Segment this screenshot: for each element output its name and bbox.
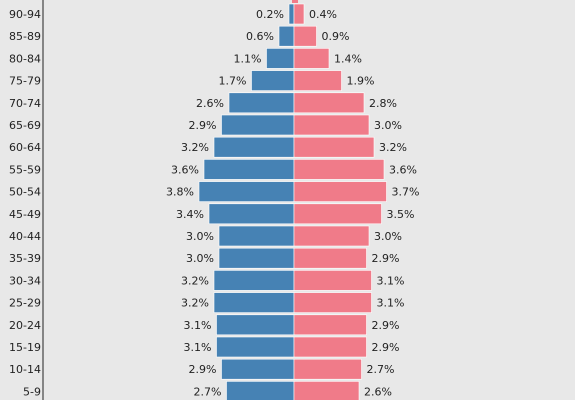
left-value-label-55-59: 3.6% — [171, 163, 199, 176]
left-bar-10-14 — [221, 358, 295, 380]
right-bar-65-69 — [293, 114, 370, 136]
left-value-label-90-94: 0.2% — [256, 8, 284, 21]
age-tick-label-25-29: 25-29 — [9, 297, 41, 310]
left-value-label-35-39: 3.0% — [186, 252, 214, 265]
age-tick-label-20-24: 20-24 — [9, 319, 41, 332]
left-bar-50-54 — [198, 181, 295, 202]
age-tick-label-70-74: 70-74 — [9, 97, 41, 110]
right-value-label-35-39: 2.9% — [372, 252, 400, 265]
age-tick-label-15-19: 15-19 — [9, 341, 41, 354]
left-bar-15-19 — [216, 336, 295, 358]
left-value-label-45-49: 3.4% — [176, 208, 204, 221]
right-value-label-90-94: 0.4% — [309, 8, 337, 21]
right-bar-75-79 — [293, 70, 342, 91]
right-value-label-30-34: 3.1% — [377, 274, 405, 287]
right-bar-5-9 — [293, 381, 360, 400]
age-tick-label-35-39: 35-39 — [9, 252, 41, 265]
right-value-label-45-49: 3.5% — [387, 208, 415, 221]
right-bar-50-54 — [293, 181, 387, 202]
right-value-label-15-19: 2.9% — [372, 341, 400, 354]
right-value-label-60-64: 3.2% — [379, 141, 407, 154]
right-bar-80-84 — [293, 48, 330, 69]
left-value-label-65-69: 2.9% — [189, 119, 217, 132]
right-value-label-50-54: 3.7% — [392, 186, 420, 199]
right-bar-10-14 — [293, 358, 362, 380]
clipped-top-bar — [292, 0, 298, 3]
right-bar-20-24 — [293, 314, 367, 336]
age-tick-label-50-54: 50-54 — [9, 186, 41, 199]
right-bar-90-94 — [293, 3, 305, 25]
right-bar-35-39 — [293, 247, 367, 269]
left-value-label-80-84: 1.1% — [234, 52, 262, 65]
left-value-label-85-89: 0.6% — [246, 30, 274, 43]
left-bar-55-59 — [203, 159, 295, 180]
left-value-label-5-9: 2.7% — [194, 385, 222, 398]
right-value-label-70-74: 2.8% — [369, 97, 397, 110]
left-bar-40-44 — [218, 225, 295, 247]
right-value-label-65-69: 3.0% — [374, 119, 402, 132]
left-value-label-40-44: 3.0% — [186, 230, 214, 243]
left-value-label-10-14: 2.9% — [189, 363, 217, 376]
left-bar-60-64 — [213, 136, 295, 158]
left-bar-80-84 — [266, 48, 295, 69]
right-bar-25-29 — [293, 292, 372, 313]
left-value-label-25-29: 3.2% — [181, 297, 209, 310]
right-bar-60-64 — [293, 136, 375, 158]
age-tick-label-80-84: 80-84 — [9, 52, 41, 65]
age-tick-label-55-59: 55-59 — [9, 163, 41, 176]
age-tick-label-90-94: 90-94 — [9, 8, 41, 21]
right-bar-45-49 — [293, 203, 382, 225]
age-tick-label-85-89: 85-89 — [9, 30, 41, 43]
right-value-label-55-59: 3.6% — [389, 163, 417, 176]
right-bar-30-34 — [293, 270, 372, 291]
right-value-label-20-24: 2.9% — [372, 319, 400, 332]
right-bar-15-19 — [293, 336, 367, 358]
right-bar-85-89 — [293, 25, 317, 47]
value-labels: 0.2% 0.4% 0.6% 0.9% 1.1% 1.4% 1.7% 1.9% 2.6% 2.8%… — [166, 8, 419, 398]
right-series-bars — [292, 0, 387, 400]
right-bar-70-74 — [293, 92, 365, 114]
left-bar-20-24 — [216, 314, 295, 336]
left-bar-35-39 — [218, 247, 295, 269]
right-value-label-75-79: 1.9% — [347, 75, 375, 88]
left-bar-85-89 — [278, 25, 295, 47]
left-bar-90-94 — [288, 3, 295, 25]
age-tick-label-10-14: 10-14 — [9, 363, 41, 376]
left-value-label-60-64: 3.2% — [181, 141, 209, 154]
left-value-label-75-79: 1.7% — [219, 75, 247, 88]
age-tick-label-45-49: 45-49 — [9, 208, 41, 221]
right-bar-40-44 — [293, 225, 370, 247]
left-value-label-15-19: 3.1% — [184, 341, 212, 354]
right-value-label-85-89: 0.9% — [322, 30, 350, 43]
left-bar-25-29 — [213, 292, 295, 313]
right-value-label-25-29: 3.1% — [377, 297, 405, 310]
left-bar-45-49 — [208, 203, 295, 225]
left-value-label-30-34: 3.2% — [181, 274, 209, 287]
age-tick-label-5-9: 5-9 — [23, 385, 41, 398]
right-value-label-5-9: 2.6% — [364, 385, 392, 398]
left-bar-5-9 — [226, 381, 295, 400]
right-value-label-40-44: 3.0% — [374, 230, 402, 243]
right-bar-55-59 — [293, 159, 385, 180]
age-tick-label-75-79: 75-79 — [9, 75, 41, 88]
age-tick-label-40-44: 40-44 — [9, 230, 41, 243]
right-value-label-80-84: 1.4% — [334, 52, 362, 65]
left-value-label-50-54: 3.8% — [166, 186, 194, 199]
left-value-label-70-74: 2.6% — [196, 97, 224, 110]
left-bar-65-69 — [221, 114, 295, 136]
left-bar-30-34 — [213, 270, 295, 291]
left-value-label-20-24: 3.1% — [184, 319, 212, 332]
right-value-label-10-14: 2.7% — [367, 363, 395, 376]
age-axis-ticks: 90-94 85-89 80-84 75-79 70-74 65-69 60-64 55-59… — [9, 8, 41, 398]
left-bar-70-74 — [228, 92, 295, 114]
age-tick-label-30-34: 30-34 — [9, 274, 41, 287]
age-tick-label-65-69: 65-69 — [9, 119, 41, 132]
age-tick-label-60-64: 60-64 — [9, 141, 41, 154]
left-bar-75-79 — [251, 70, 295, 91]
left-series-bars — [198, 3, 295, 400]
